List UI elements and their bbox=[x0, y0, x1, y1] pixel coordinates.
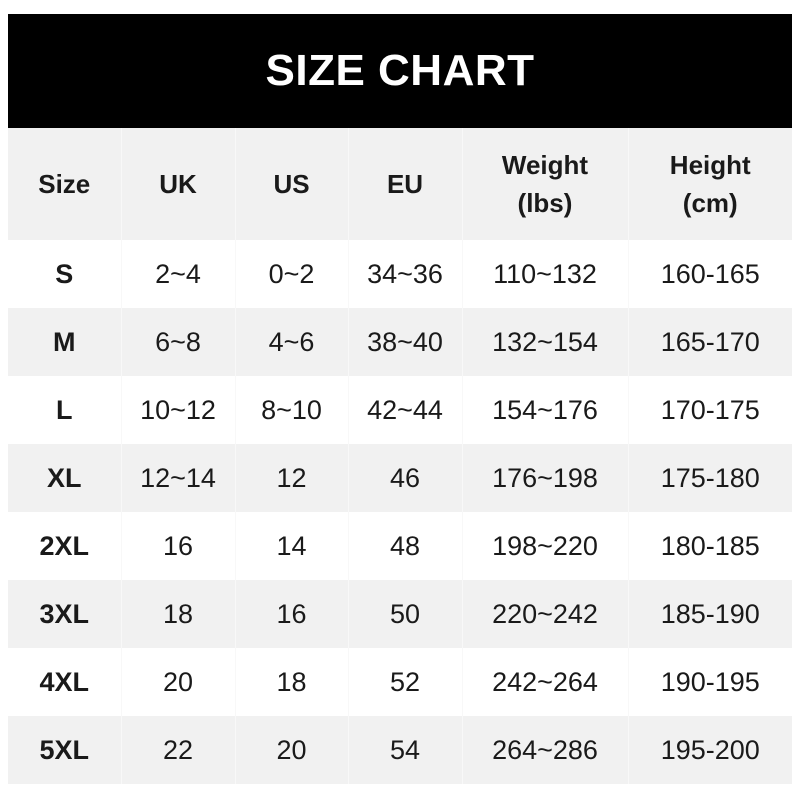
column-header-label: Height bbox=[669, 150, 751, 180]
cell-size: 2XL bbox=[8, 512, 121, 580]
cell-height: 170-175 bbox=[627, 376, 792, 444]
cell-height: 165-170 bbox=[627, 308, 792, 376]
table-row: 5XL 22 20 54 264~286 195-200 bbox=[8, 716, 792, 784]
cell-uk: 22 bbox=[120, 716, 235, 784]
cell-us: 20 bbox=[234, 716, 348, 784]
cell-eu: 42~44 bbox=[347, 376, 462, 444]
cell-weight: 132~154 bbox=[461, 308, 628, 376]
size-table: Size UK US EU Weight (lbs) Height (cm) S 2~4 0~2 3… bbox=[8, 128, 792, 784]
cell-size: M bbox=[8, 308, 121, 376]
column-header-eu: EU bbox=[347, 128, 462, 240]
cell-height: 195-200 bbox=[627, 716, 792, 784]
column-header-label: Weight bbox=[501, 150, 589, 180]
column-header-label: EU bbox=[386, 169, 424, 199]
cell-uk: 18 bbox=[120, 580, 235, 648]
cell-us: 14 bbox=[234, 512, 348, 580]
cell-uk: 6~8 bbox=[120, 308, 235, 376]
table-row: S 2~4 0~2 34~36 110~132 160-165 bbox=[8, 240, 792, 308]
column-header-height: Height (cm) bbox=[627, 128, 792, 240]
cell-weight: 154~176 bbox=[461, 376, 628, 444]
table-row: 2XL 16 14 48 198~220 180-185 bbox=[8, 512, 792, 580]
cell-weight: 264~286 bbox=[461, 716, 628, 784]
table-row: 3XL 18 16 50 220~242 185-190 bbox=[8, 580, 792, 648]
cell-eu: 46 bbox=[347, 444, 462, 512]
cell-eu: 48 bbox=[347, 512, 462, 580]
cell-height: 180-185 bbox=[627, 512, 792, 580]
cell-uk: 16 bbox=[120, 512, 235, 580]
column-header-weight: Weight (lbs) bbox=[461, 128, 628, 240]
cell-eu: 54 bbox=[347, 716, 462, 784]
column-header-size: Size bbox=[8, 128, 121, 240]
column-header-uk: UK bbox=[120, 128, 235, 240]
cell-height: 185-190 bbox=[627, 580, 792, 648]
table-row: XL 12~14 12 46 176~198 175-180 bbox=[8, 444, 792, 512]
column-header-label: UK bbox=[159, 169, 197, 199]
cell-us: 16 bbox=[234, 580, 348, 648]
cell-uk: 10~12 bbox=[120, 376, 235, 444]
column-header-us: US bbox=[234, 128, 348, 240]
cell-size: XL bbox=[8, 444, 121, 512]
cell-us: 8~10 bbox=[234, 376, 348, 444]
table-row: M 6~8 4~6 38~40 132~154 165-170 bbox=[8, 308, 792, 376]
table-body: S 2~4 0~2 34~36 110~132 160-165 M 6~8 4~6 38~40 13… bbox=[8, 240, 792, 784]
column-header-unit: (cm) bbox=[682, 188, 738, 218]
cell-size: L bbox=[8, 376, 121, 444]
cell-eu: 38~40 bbox=[347, 308, 462, 376]
cell-size: 5XL bbox=[8, 716, 121, 784]
cell-us: 18 bbox=[234, 648, 348, 716]
cell-weight: 198~220 bbox=[461, 512, 628, 580]
cell-size: S bbox=[8, 240, 121, 308]
cell-weight: 176~198 bbox=[461, 444, 628, 512]
cell-weight: 242~264 bbox=[461, 648, 628, 716]
cell-size: 3XL bbox=[8, 580, 121, 648]
cell-eu: 52 bbox=[347, 648, 462, 716]
cell-uk: 12~14 bbox=[120, 444, 235, 512]
cell-us: 4~6 bbox=[234, 308, 348, 376]
cell-height: 160-165 bbox=[627, 240, 792, 308]
cell-uk: 2~4 bbox=[120, 240, 235, 308]
cell-uk: 20 bbox=[120, 648, 235, 716]
cell-weight: 220~242 bbox=[461, 580, 628, 648]
column-header-unit: (lbs) bbox=[517, 188, 573, 218]
size-chart-title: SIZE CHART bbox=[8, 14, 792, 128]
cell-eu: 34~36 bbox=[347, 240, 462, 308]
column-header-label: US bbox=[273, 169, 310, 199]
cell-weight: 110~132 bbox=[461, 240, 628, 308]
cell-height: 175-180 bbox=[627, 444, 792, 512]
table-row: 4XL 20 18 52 242~264 190-195 bbox=[8, 648, 792, 716]
cell-us: 0~2 bbox=[234, 240, 348, 308]
cell-us: 12 bbox=[234, 444, 348, 512]
cell-height: 190-195 bbox=[627, 648, 792, 716]
column-header-label: Size bbox=[38, 169, 91, 199]
table-row: L 10~12 8~10 42~44 154~176 170-175 bbox=[8, 376, 792, 444]
cell-eu: 50 bbox=[347, 580, 462, 648]
header-row: Size UK US EU Weight (lbs) Height (cm) bbox=[8, 128, 792, 240]
cell-size: 4XL bbox=[8, 648, 121, 716]
